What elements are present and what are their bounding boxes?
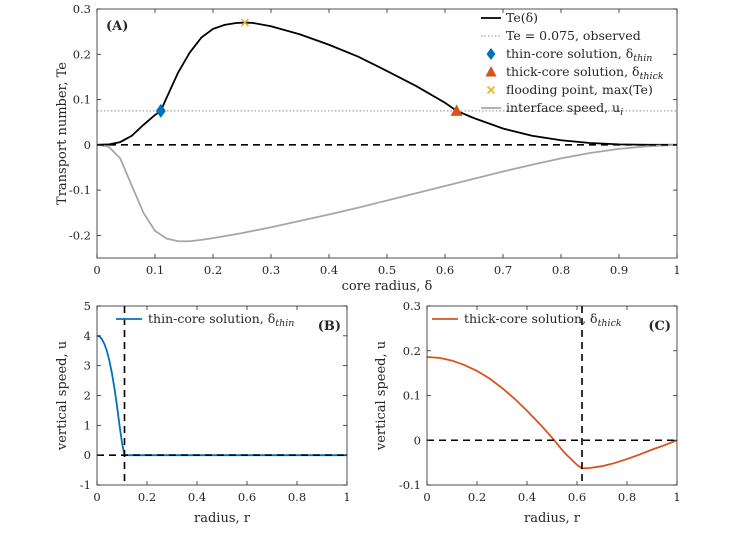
x-tick-label: 0.6 — [238, 490, 256, 504]
y-tick-label: 0.2 — [403, 344, 421, 358]
x-tick-label: 0.4 — [188, 490, 206, 504]
y-tick-label: -0.2 — [69, 228, 91, 242]
legend-entry: thin-core solution, δthin — [148, 311, 294, 329]
legend-entry: flooding point, max(Te) — [506, 82, 653, 97]
y-axis-label: vertical speed, u — [374, 341, 389, 451]
plot-area — [97, 306, 347, 485]
y-tick-label: 0 — [84, 448, 91, 462]
x-tick-label: 0.8 — [552, 263, 570, 277]
y-tick-label: 0 — [414, 433, 421, 447]
x-tick-label: 0.8 — [618, 490, 636, 504]
y-tick-label: 3 — [84, 359, 91, 373]
y-axis-label: vertical speed, u — [55, 341, 70, 451]
x-tick-label: 1 — [673, 490, 680, 504]
panel-label: (C) — [648, 319, 671, 334]
x-axis-label: radius, r — [194, 511, 251, 526]
x-tick-label: 0 — [93, 263, 100, 277]
legend-entry: thin-core solution, δthin — [506, 46, 652, 64]
y-tick-label: -0.1 — [69, 183, 91, 197]
x-tick-label: 0.4 — [518, 490, 536, 504]
series-thin-core-solution-thin — [97, 334, 347, 457]
x-tick-label: 0 — [423, 490, 430, 504]
x-tick-label: 0.3 — [262, 263, 280, 277]
panel-a: 0 0.1 0.2 0.3 0.4 0.5 0.6 0.7 0.8 0.9 1 -0.2 -0.1 0 0.… — [55, 2, 681, 294]
legend-entry: thick-core solution, δthick — [464, 311, 622, 329]
y-tick-label: 0.1 — [73, 93, 91, 107]
x-tick-label: 0.4 — [320, 263, 338, 277]
y-tick-label: 0.3 — [73, 2, 91, 16]
x-axis-label: core radius, δ — [342, 279, 433, 294]
legend-entry: interface speed, ui — [506, 100, 623, 118]
axes-box — [426, 305, 678, 486]
y-tick-label: 1 — [84, 418, 91, 432]
marker-thick-core — [450, 104, 463, 116]
y-tick-label: 0.1 — [403, 389, 421, 403]
y-tick-label: 5 — [84, 299, 91, 313]
y-tick-label: 0.3 — [403, 299, 421, 313]
x-tick-label: 0.2 — [468, 490, 486, 504]
legend-swatch-x — [486, 85, 496, 95]
marker-flooding-point — [240, 18, 249, 27]
series-te- — [97, 21, 677, 146]
y-tick-label: 2 — [84, 389, 91, 403]
series-interface-speed-u-i — [97, 143, 677, 243]
x-tick-label: 0.6 — [436, 263, 454, 277]
marker-thin-core — [155, 103, 166, 118]
x-tick-label: 0.8 — [288, 490, 306, 504]
y-axis-label: Transport number, Te — [55, 62, 70, 205]
series-thick-core-solution-thick — [427, 356, 677, 470]
x-tick-label: 0 — [93, 490, 100, 504]
x-tick-label: 0.2 — [138, 490, 156, 504]
x-tick-label: 0.9 — [610, 263, 628, 277]
plot-area — [97, 21, 677, 243]
axes-box — [96, 305, 348, 486]
y-tick-label: 0 — [84, 138, 91, 152]
legend-swatch-diamond — [486, 48, 496, 60]
x-tick-label: 0.2 — [204, 263, 222, 277]
x-tick-label: 1 — [673, 263, 680, 277]
x-axis-label: radius, r — [524, 511, 581, 526]
x-tick-label: 0.7 — [494, 263, 512, 277]
y-tick-label: -1 — [80, 478, 91, 492]
legend-swatch-triangle — [485, 66, 497, 77]
x-tick-label: 1 — [343, 490, 350, 504]
x-tick-label: 0.5 — [378, 263, 396, 277]
y-tick-label: 0.2 — [73, 47, 91, 61]
x-tick-label: 0.1 — [146, 263, 164, 277]
panel-label: (B) — [318, 319, 341, 334]
panel-label: (A) — [106, 19, 128, 34]
legend-entry: Te(δ) — [506, 10, 538, 25]
plot-area — [427, 306, 677, 485]
y-tick-label: 4 — [84, 329, 91, 343]
x-tick-label: 0.6 — [568, 490, 586, 504]
legend-entry: Te = 0.075, observed — [506, 28, 641, 43]
y-tick-label: -0.1 — [399, 478, 421, 492]
legend-entry: thick-core solution, δthick — [506, 64, 664, 82]
